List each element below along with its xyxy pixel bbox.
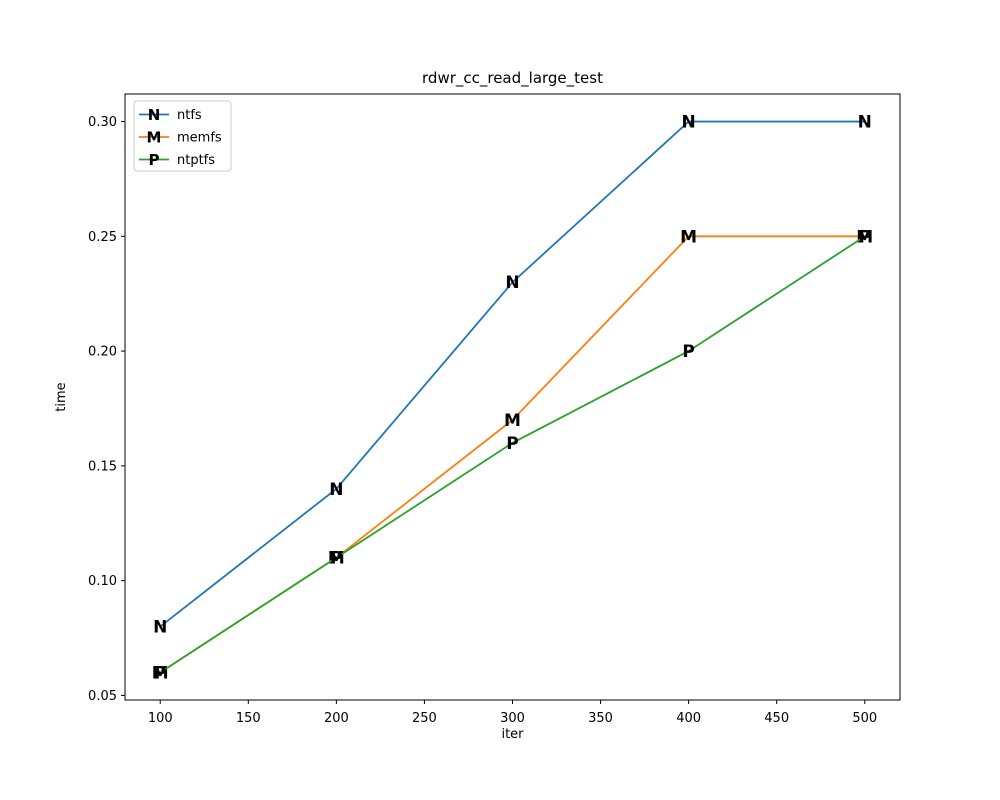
plot-area-border (124, 93, 901, 701)
data-point-marker-ntptfs: P (506, 434, 518, 454)
data-point-marker-ntfs: N (505, 273, 519, 293)
x-tick-label: 300 (500, 711, 525, 726)
x-tick-label: 200 (324, 711, 349, 726)
y-tick-label: 0.30 (88, 115, 117, 130)
y-tick-label: 0.25 (88, 230, 117, 245)
x-tick-label: 400 (676, 711, 701, 726)
data-point-marker-memfs: M (152, 663, 169, 683)
x-tick-label: 150 (236, 711, 261, 726)
x-tick-label: 350 (588, 711, 613, 726)
y-axis-label: time (54, 382, 69, 411)
series-line-ntptfs (159, 235, 866, 674)
data-point-marker-memfs: M (680, 227, 697, 247)
data-point-marker-ntptfs: P (859, 227, 871, 247)
legend-label-memfs: memfs (177, 131, 222, 146)
data-point-marker-ntptfs: P (330, 549, 342, 569)
data-point-marker-ntfs: N (153, 618, 167, 638)
legend-label-ntfs: ntfs (177, 108, 202, 123)
data-point-marker-ntfs: N (858, 113, 872, 133)
x-tick-label: 250 (412, 711, 437, 726)
data-point-marker-ntptfs: P (682, 342, 694, 362)
x-tick-label: 500 (852, 711, 877, 726)
chart-title: rdwr_cc_read_large_test (422, 69, 603, 88)
series-line-ntfs (159, 120, 865, 628)
x-axis-label: iter (501, 727, 524, 742)
legend-marker-memfs: M (147, 129, 162, 147)
data-point-marker-memfs: M (504, 411, 521, 431)
y-tick-label: 0.05 (88, 689, 117, 704)
data-point-marker-ntfs: N (682, 113, 696, 133)
legend-marker-ntptfs: P (149, 151, 160, 169)
series-line-memfs (159, 235, 865, 674)
data-point-marker-ntfs: N (329, 480, 343, 500)
legend-label-ntptfs: ntptfs (177, 153, 215, 168)
x-tick-label: 450 (764, 711, 789, 726)
legend-box (133, 100, 232, 172)
y-tick-label: 0.10 (88, 574, 117, 589)
y-tick-label: 0.20 (88, 345, 117, 360)
y-tick-label: 0.15 (88, 459, 117, 474)
x-tick-label: 100 (148, 711, 173, 726)
axis-ticks: 100 150 200 250 300 350 400 450 500 0.05 0.10 0.15 0… (88, 115, 877, 726)
legend-marker-ntfs: N (148, 106, 161, 124)
data-point-marker-ntptfs: P (154, 663, 166, 683)
